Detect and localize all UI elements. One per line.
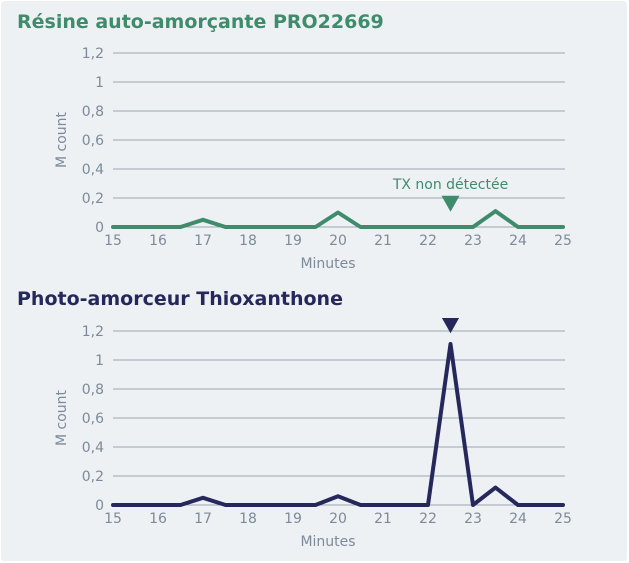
y-tick-label: 0,6 — [82, 411, 104, 427]
x-tick-label: 19 — [284, 233, 302, 249]
x-tick-label: 25 — [554, 233, 572, 249]
x-tick-label: 24 — [509, 233, 527, 249]
chart-title-resine: Résine auto-amorçante PRO22669 — [17, 11, 384, 33]
chart-resine: 0 0,2 0,4 0,6 0,8 1 1,2 15 16 17 18 19 20 21 22 23 24 25 M… — [54, 46, 572, 272]
y-tick-label: 1,2 — [82, 46, 104, 62]
x-tick-label: 21 — [374, 233, 392, 249]
x-tick-label: 18 — [239, 233, 257, 249]
chart-title-thioxanthone: Photo-amorceur Thioxanthone — [17, 288, 343, 310]
x-tick-label: 24 — [509, 511, 527, 527]
annotation-marker — [441, 195, 460, 212]
y-tick-label: 0,2 — [82, 469, 104, 485]
y-tick-label: 1 — [95, 75, 104, 91]
series-line — [111, 342, 565, 507]
x-tick-label: 15 — [104, 511, 122, 527]
y-tick-label: 0,8 — [82, 382, 104, 398]
series-line — [111, 209, 565, 229]
x-tick-label: 22 — [419, 511, 437, 527]
y-axis-label: M count — [54, 111, 70, 168]
y-axis-label: M count — [54, 389, 70, 446]
x-tick-label: 20 — [329, 233, 347, 249]
y-tick-label: 0,4 — [82, 440, 104, 456]
y-tick-label: 1 — [95, 353, 104, 369]
x-tick-label: 19 — [284, 511, 302, 527]
x-tick-label: 16 — [149, 511, 167, 527]
y-tick-label: 0,2 — [82, 191, 104, 207]
x-tick-label: 25 — [554, 511, 572, 527]
x-tick-label: 21 — [374, 511, 392, 527]
annotation-marker — [441, 318, 460, 334]
annotation-label: TX non détectée — [392, 177, 508, 193]
y-tick-label: 0,8 — [82, 104, 104, 120]
x-tick-label: 16 — [149, 233, 167, 249]
x-tick-label: 17 — [194, 233, 212, 249]
x-tick-label: 17 — [194, 511, 212, 527]
x-tick-label: 22 — [419, 233, 437, 249]
y-tick-label: 0,4 — [82, 162, 104, 178]
x-axis-label: Minutes — [300, 256, 355, 272]
x-tick-label: 15 — [104, 233, 122, 249]
y-tick-label: 0 — [95, 498, 104, 514]
y-tick-label: 0,6 — [82, 133, 104, 149]
x-tick-label: 23 — [464, 511, 482, 527]
x-tick-label: 23 — [464, 233, 482, 249]
y-tick-label: 1,2 — [82, 324, 104, 340]
x-axis-label: Minutes — [300, 534, 355, 550]
x-tick-label: 20 — [329, 511, 347, 527]
x-tick-label: 18 — [239, 511, 257, 527]
y-tick-label: 0 — [95, 220, 104, 236]
chart-thioxanthone: 0 0,2 0,4 0,6 0,8 1 1,2 15 16 17 18 19 20 21 22 23 24 25 M… — [54, 318, 572, 550]
